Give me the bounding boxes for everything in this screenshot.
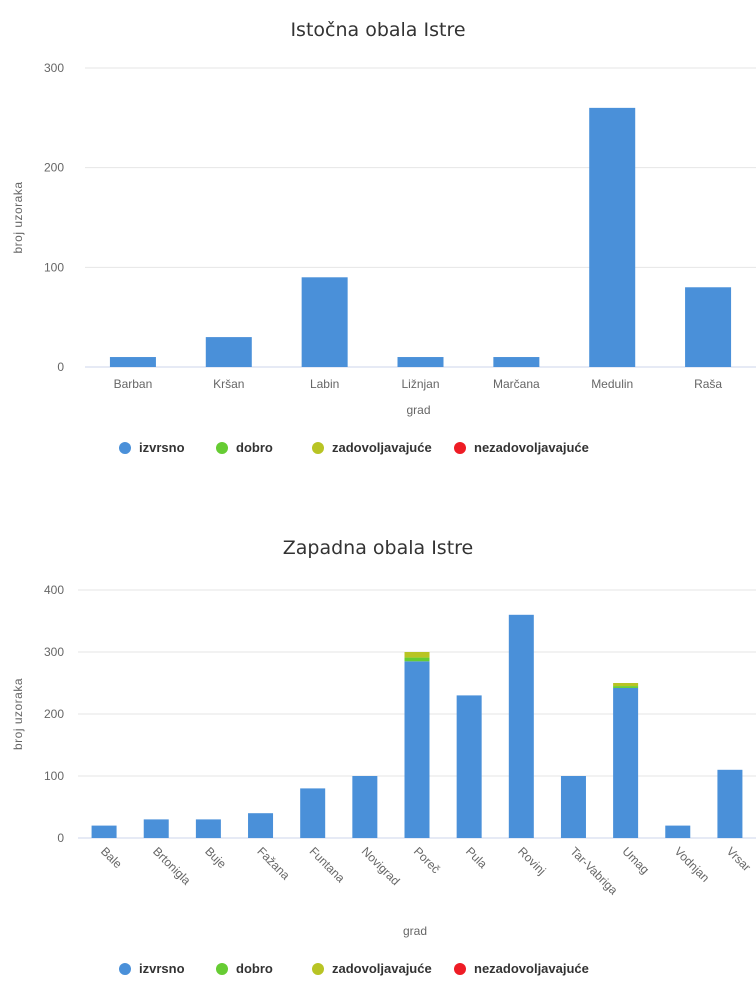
legend-label: nezadovoljavajuće bbox=[474, 961, 589, 976]
bar-izvrsno bbox=[109, 357, 156, 367]
legend-label: izvrsno bbox=[139, 961, 185, 976]
legend-label: dobro bbox=[236, 440, 273, 455]
x-tick-label: Tar-Vabriga bbox=[567, 844, 620, 897]
legend-marker bbox=[454, 963, 466, 975]
x-tick-label: Kršan bbox=[213, 377, 244, 391]
istocna-chart: Istočna obala Istre 0 100 200 300 broj uzorak… bbox=[11, 19, 756, 455]
x-tick-label: Vrsar bbox=[724, 844, 754, 874]
legend-marker bbox=[312, 963, 324, 975]
legend-marker bbox=[216, 963, 228, 975]
legend-label: zadovoljavajuće bbox=[332, 440, 432, 455]
x-axis-label: grad bbox=[403, 924, 427, 938]
y-tick-label: 200 bbox=[44, 161, 64, 175]
bar-zadovoljavajue bbox=[613, 683, 639, 687]
x-tick-label: Vodnjan bbox=[672, 844, 713, 885]
legend-label: zadovoljavajuće bbox=[332, 961, 432, 976]
y-tick-label: 400 bbox=[44, 583, 64, 597]
x-tick-label: Bale bbox=[98, 844, 125, 871]
bar-izvrsno bbox=[205, 337, 252, 367]
bar-izvrsno bbox=[589, 107, 636, 367]
x-tick-label: Umag bbox=[619, 844, 652, 877]
x-tick-label: Rovinj bbox=[515, 844, 548, 877]
x-tick-label: Raša bbox=[694, 377, 722, 391]
y-tick-label: 0 bbox=[57, 360, 64, 374]
bar-izvrsno bbox=[508, 614, 534, 838]
bar-izvrsno bbox=[404, 661, 430, 838]
chart-title: Zapadna obala Istre bbox=[283, 537, 473, 559]
chart-title: Istočna obala Istre bbox=[290, 19, 465, 41]
bar-izvrsno bbox=[300, 788, 326, 838]
bar-izvrsno bbox=[717, 769, 743, 838]
legend-marker bbox=[119, 963, 131, 975]
x-tick-label: Buje bbox=[202, 844, 229, 871]
y-axis-label: broj uzoraka bbox=[11, 678, 25, 750]
x-tick-label: Poreč bbox=[411, 844, 443, 876]
legend-marker bbox=[119, 442, 131, 454]
bar-izvrsno bbox=[456, 695, 482, 838]
bar-izvrsno bbox=[91, 825, 117, 838]
bar-dobro bbox=[404, 657, 430, 662]
zapadna-chart: Zapadna obala Istre 0 100 200 300 400 broj uzo… bbox=[11, 537, 756, 976]
x-tick-label: Medulin bbox=[591, 377, 633, 391]
x-tick-label: Novigrad bbox=[359, 844, 403, 888]
y-tick-label: 0 bbox=[57, 831, 64, 845]
y-tick-label: 100 bbox=[44, 769, 64, 783]
legend-label: nezadovoljavajuće bbox=[474, 440, 589, 455]
bar-izvrsno bbox=[248, 813, 274, 838]
legend-marker bbox=[454, 442, 466, 454]
y-tick-label: 300 bbox=[44, 645, 64, 659]
x-tick-label: Funtana bbox=[307, 844, 348, 885]
y-tick-label: 300 bbox=[44, 61, 64, 75]
bar-izvrsno bbox=[397, 357, 444, 367]
bar-izvrsno bbox=[301, 277, 348, 367]
legend-label: dobro bbox=[236, 961, 273, 976]
y-tick-label: 200 bbox=[44, 707, 64, 721]
bar-izvrsno bbox=[665, 825, 691, 838]
x-tick-label: Brtonigla bbox=[150, 844, 194, 888]
bar-izvrsno bbox=[493, 357, 540, 367]
legend-marker bbox=[216, 442, 228, 454]
x-tick-label: Pula bbox=[463, 844, 490, 871]
bar-dobro bbox=[613, 686, 639, 688]
bar-izvrsno bbox=[685, 287, 732, 367]
x-tick-label: Fažana bbox=[254, 844, 292, 882]
legend-label: izvrsno bbox=[139, 440, 185, 455]
y-axis-label: broj uzoraka bbox=[11, 181, 25, 253]
bar-izvrsno bbox=[352, 776, 378, 838]
x-tick-label: Barban bbox=[114, 377, 153, 391]
x-tick-label: Ližnjan bbox=[401, 377, 439, 391]
bar-izvrsno bbox=[560, 776, 586, 838]
x-tick-label: Labin bbox=[310, 377, 339, 391]
bar-izvrsno bbox=[143, 819, 169, 838]
x-tick-label: Marčana bbox=[493, 377, 540, 391]
bar-izvrsno bbox=[613, 687, 639, 838]
y-tick-label: 100 bbox=[44, 260, 64, 274]
bar-zadovoljavajue bbox=[404, 652, 430, 658]
legend-marker bbox=[312, 442, 324, 454]
bar-izvrsno bbox=[195, 819, 221, 838]
x-axis-label: grad bbox=[406, 403, 430, 417]
